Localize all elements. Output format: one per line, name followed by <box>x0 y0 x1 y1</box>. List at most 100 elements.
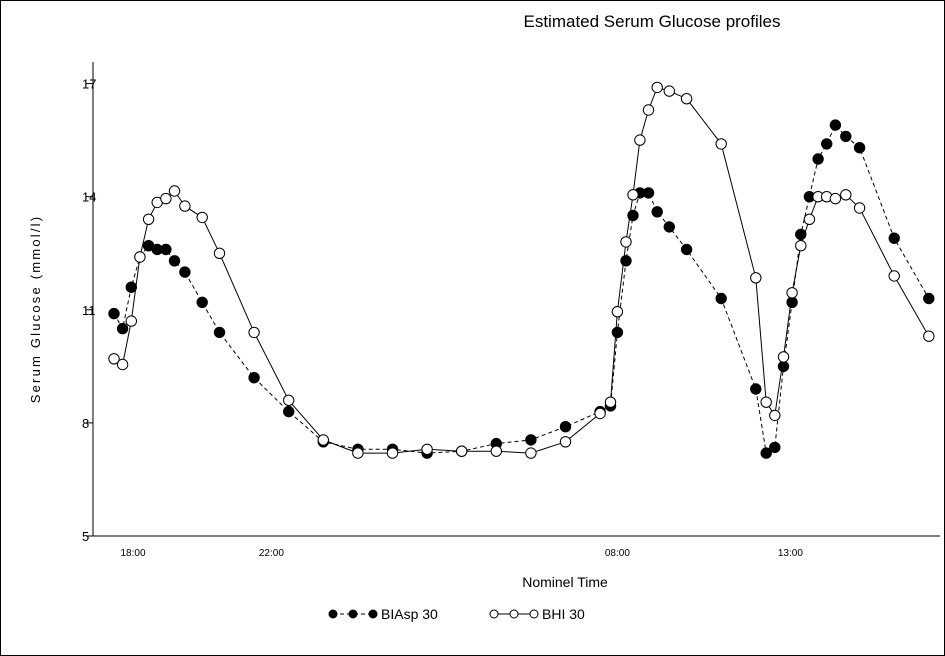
data-point <box>160 243 172 256</box>
data-point <box>853 202 866 214</box>
data-point <box>803 213 816 226</box>
data-point <box>317 434 329 446</box>
data-point <box>116 322 129 335</box>
data-point <box>559 436 572 448</box>
data-point <box>116 358 129 371</box>
data-point <box>213 326 226 339</box>
data-point <box>352 447 364 459</box>
data-point <box>283 394 295 406</box>
data-point <box>642 187 655 199</box>
legend-label: BHI 30 <box>542 606 585 622</box>
data-point <box>179 266 191 278</box>
x-tick-label: 13:00 <box>778 548 803 559</box>
data-point <box>840 189 852 201</box>
data-point <box>760 396 772 408</box>
legend-marker <box>348 609 358 619</box>
data-point <box>750 272 762 284</box>
data-point <box>490 445 502 457</box>
series-biasp30 <box>108 119 935 459</box>
y-tick-label: 17 <box>82 77 96 92</box>
data-point <box>168 255 181 267</box>
data-point <box>663 221 675 233</box>
data-point <box>160 192 172 205</box>
data-point <box>680 93 693 105</box>
data-point <box>456 445 468 457</box>
data-point <box>821 138 833 150</box>
data-point <box>108 353 120 365</box>
data-point <box>795 240 807 252</box>
data-point <box>777 360 790 373</box>
data-point <box>853 142 866 154</box>
data-point <box>715 138 727 150</box>
legend-marker <box>328 609 338 619</box>
series-bhi30 <box>108 81 935 459</box>
data-point <box>923 330 935 342</box>
data-point <box>213 247 226 260</box>
data-point <box>888 232 900 244</box>
data-point <box>715 292 727 305</box>
legend-label: BIAsp 30 <box>381 606 438 622</box>
series-layer <box>108 81 935 459</box>
x-tick-label: 22:00 <box>259 548 284 559</box>
data-point <box>421 443 433 455</box>
data-point <box>142 213 155 226</box>
data-point <box>777 351 790 363</box>
data-point <box>651 206 663 218</box>
legend: BIAsp 30 BHI 30 <box>328 606 585 622</box>
legend-marker <box>509 609 519 619</box>
data-point <box>283 405 295 418</box>
data-point <box>769 441 781 454</box>
y-tick-label: 14 <box>82 190 96 205</box>
data-point <box>108 307 120 320</box>
data-point <box>760 447 772 459</box>
data-point <box>620 255 632 267</box>
data-point <box>750 383 762 395</box>
data-point <box>559 421 572 433</box>
data-point <box>125 281 138 293</box>
data-point <box>786 287 798 299</box>
data-point <box>680 243 693 256</box>
data-point <box>604 396 617 408</box>
y-tick-label: 11 <box>82 303 96 318</box>
data-point <box>611 326 624 339</box>
x-tick-label: 18:00 <box>120 548 145 559</box>
data-point <box>642 104 655 116</box>
data-point <box>812 153 824 165</box>
data-point <box>786 296 798 308</box>
data-point <box>651 81 663 94</box>
data-point <box>620 236 632 248</box>
data-point <box>594 407 606 420</box>
data-point <box>840 130 852 143</box>
data-point <box>769 409 781 422</box>
data-point <box>829 192 842 205</box>
data-point <box>634 134 646 146</box>
y-tick-label: 8 <box>82 416 89 431</box>
data-point <box>168 185 181 197</box>
legend-marker <box>529 609 539 619</box>
data-point <box>386 447 399 459</box>
legend-marker <box>489 609 499 619</box>
data-point <box>923 292 935 305</box>
data-point <box>525 447 537 459</box>
data-point <box>134 251 146 263</box>
series-line <box>113 124 930 454</box>
y-axis-label: Serum Glucose (mmol/l) <box>28 215 43 404</box>
data-point <box>611 306 624 318</box>
data-point <box>525 434 537 446</box>
data-point <box>663 85 675 97</box>
data-point <box>196 296 208 308</box>
data-point <box>196 211 208 224</box>
y-tick-label: 5 <box>82 529 89 544</box>
chart-title: Estimated Serum Glucose profiles <box>524 12 781 31</box>
data-point <box>248 326 260 339</box>
data-point <box>888 270 900 282</box>
data-point <box>829 119 842 131</box>
data-point <box>179 200 191 212</box>
x-axis-label: Nominel Time <box>522 574 608 590</box>
series-line <box>113 86 930 454</box>
x-tick-label: 08:00 <box>605 548 630 559</box>
data-point <box>125 315 138 327</box>
data-point <box>248 372 260 384</box>
